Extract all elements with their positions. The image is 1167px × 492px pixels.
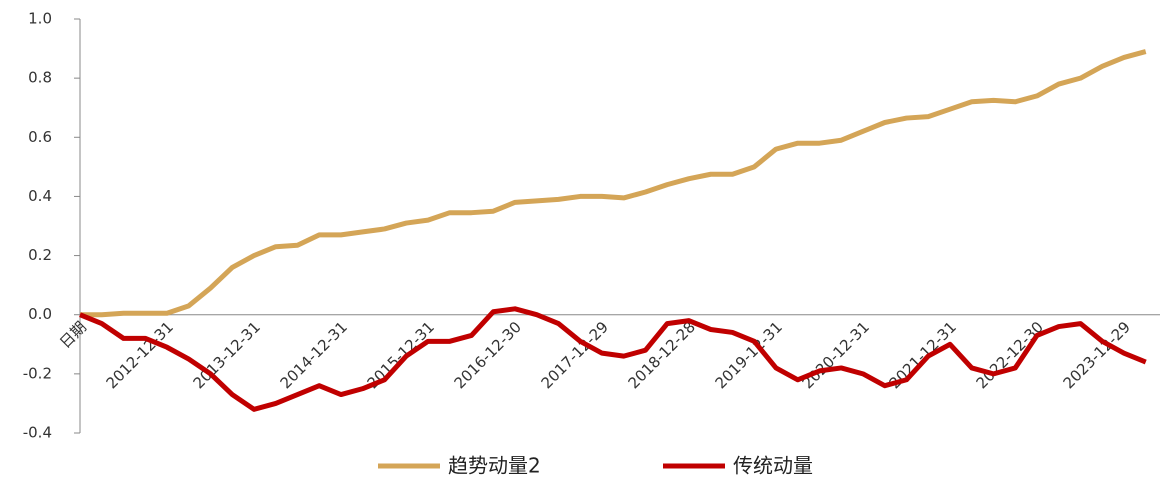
y-tick-label: 0.8 — [28, 69, 52, 87]
series-line — [79, 306, 1147, 412]
legend-text: 趋势动量2 — [448, 454, 541, 478]
y-tick-label: 0.2 — [28, 246, 52, 264]
y-tick-label: 1.0 — [28, 10, 52, 28]
x-tick-label: 2020-12-31 — [799, 318, 873, 392]
y-tick-label: -0.4 — [23, 424, 52, 442]
x-tick-label: 2013-12-31 — [190, 318, 264, 392]
y-tick-label: -0.2 — [23, 364, 52, 382]
y-tick-label: 0.4 — [28, 187, 52, 205]
legend-text: 传统动量 — [733, 454, 813, 478]
x-tick-label: 2022-12-30 — [973, 318, 1047, 392]
y-tick-label: 0.6 — [28, 128, 52, 146]
series-line — [80, 49, 1147, 318]
y-tick-label: 0.0 — [28, 305, 52, 323]
x-tick-label: 2016-12-30 — [451, 318, 525, 392]
x-tick-label: 日期 — [56, 318, 90, 352]
x-tick-label: 2014-12-31 — [277, 318, 351, 392]
